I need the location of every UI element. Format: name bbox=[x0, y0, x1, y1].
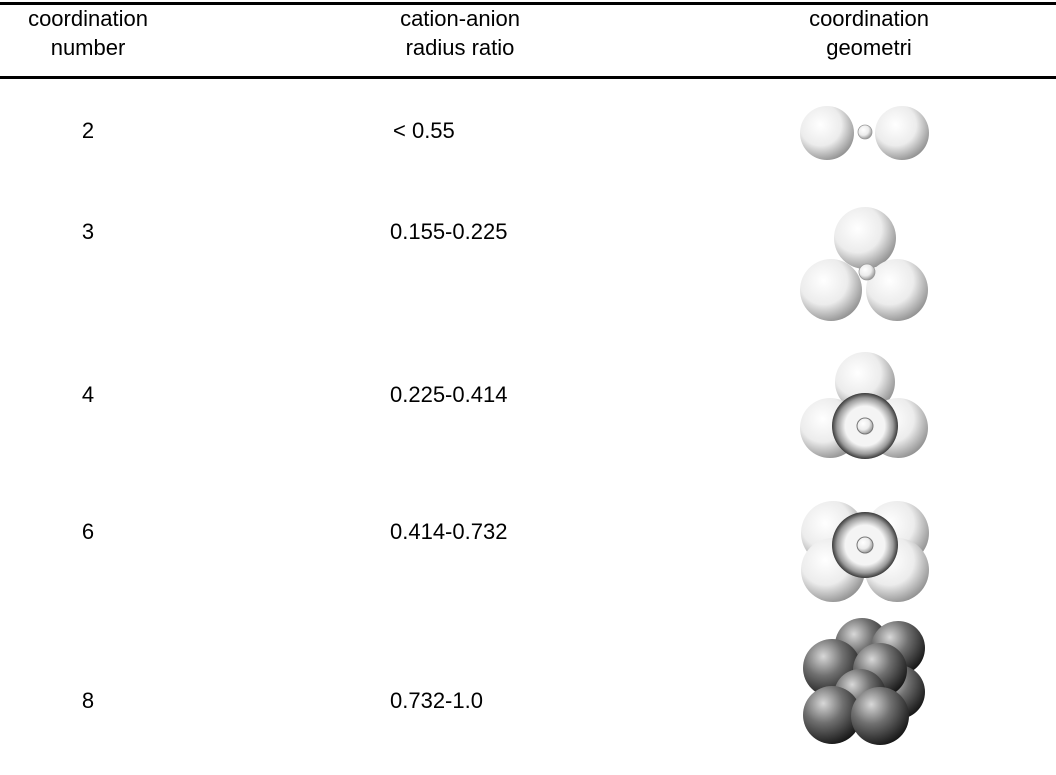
geometry-illustrations bbox=[0, 0, 1056, 775]
page: coordination number cation-anion radius … bbox=[0, 0, 1056, 775]
cn8-geometry bbox=[803, 618, 925, 745]
cn6-geometry bbox=[801, 501, 929, 602]
cn3-geometry bbox=[800, 207, 928, 321]
cn2-geometry bbox=[800, 106, 929, 160]
cn4-geometry bbox=[800, 352, 928, 459]
